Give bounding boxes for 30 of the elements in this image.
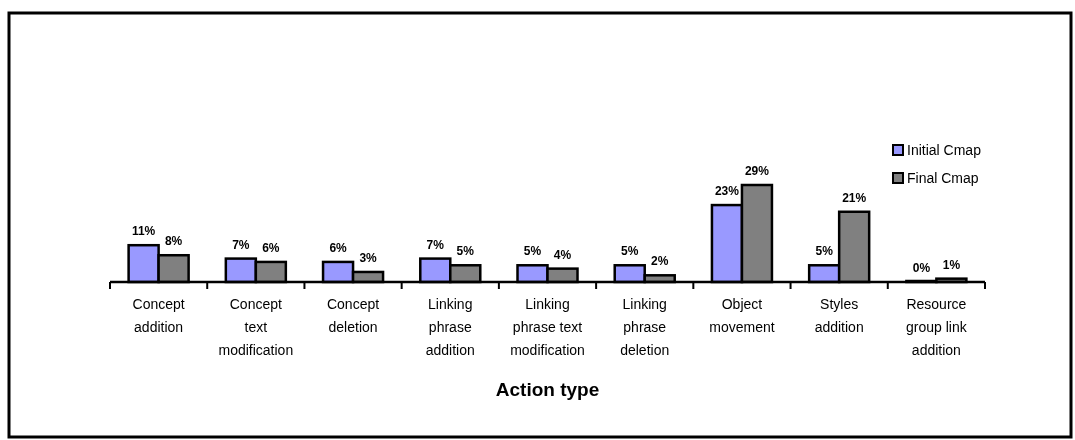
data-label: 21% <box>842 190 867 205</box>
legend-label: Final Cmap <box>907 170 979 186</box>
x-tick-label: Resource group link addition <box>906 296 968 358</box>
data-label: 5% <box>815 244 834 259</box>
data-label: 5% <box>621 244 639 259</box>
data-label: 0% <box>912 261 931 275</box>
data-label: 23% <box>714 184 740 199</box>
data-label: 5% <box>523 244 542 259</box>
x-tick-label: Object movement <box>709 296 775 335</box>
x-tick-label: Concept text modification <box>218 296 294 358</box>
data-label: 5% <box>456 244 475 259</box>
legend-label: Initial Cmap <box>907 142 982 158</box>
x-axis-title: Action type <box>495 379 600 400</box>
data-label: 3% <box>359 250 378 265</box>
data-label: 11% <box>131 224 156 239</box>
data-label: 7% <box>232 237 250 252</box>
x-tick-label: Styles addition <box>814 296 864 335</box>
data-label: 7% <box>426 237 445 252</box>
data-label: 8% <box>164 234 183 249</box>
data-label: 2% <box>651 254 669 269</box>
x-tick-label: Concept deletion <box>326 296 380 335</box>
x-tick-label: Linking phrase deletion <box>620 296 670 358</box>
x-tick-label: Concept addition <box>132 296 185 335</box>
data-label: 6% <box>262 240 280 255</box>
x-tick-label: Linking phrase addition <box>425 296 475 358</box>
x-tick-label: Linking phrase text modification <box>510 296 585 358</box>
data-label: 4% <box>553 247 572 262</box>
data-label: 1% <box>942 257 961 272</box>
data-label: 29% <box>744 164 770 178</box>
data-label: 6% <box>329 240 348 255</box>
